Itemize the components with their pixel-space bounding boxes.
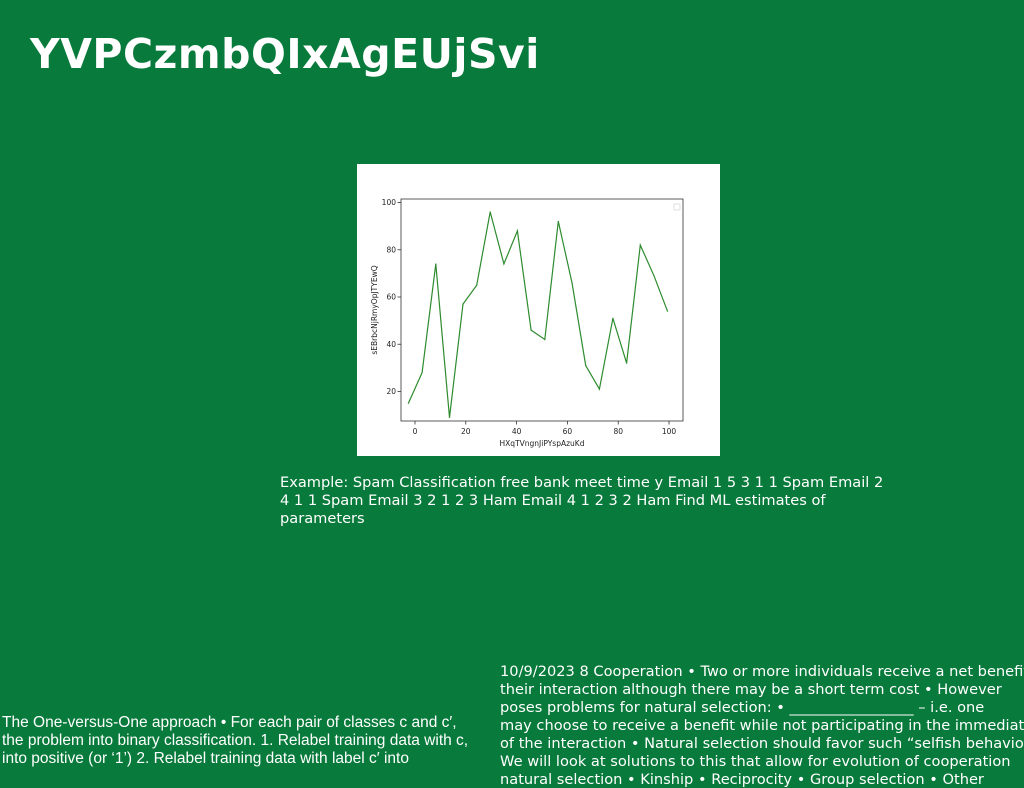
data-point [407, 402, 409, 404]
series-line [407, 211, 669, 418]
x-axis-label: HXqTVngnJiPYspAzuKd [500, 439, 585, 448]
one-vs-one-text: The One-versus-One approach • For each p… [2, 714, 469, 767]
plot-frame [400, 198, 684, 422]
line-chart: 0 20 40 60 80 100 20 40 60 80 100 HXqTVngnJiPYspAzu… [370, 198, 684, 448]
data-point [462, 303, 464, 305]
y-axis-label: sEBrbcNjRmyOpJTYEwQ [370, 265, 379, 354]
data-point [639, 244, 641, 246]
data-point [612, 317, 614, 319]
y-tick-label: 20 [386, 387, 396, 396]
cooperation-line: may choose to receive a benefit while no… [500, 717, 1024, 734]
slide-title: YVPCzmbQIxAgEUjSvi [30, 30, 540, 78]
cooperation-line: 10/9/2023 8 Cooperation • Two or more in… [500, 663, 1024, 680]
cooperation-text: 10/9/2023 8 Cooperation • Two or more in… [500, 663, 1024, 788]
data-point [516, 230, 518, 232]
data-point [585, 364, 587, 367]
cooperation-line: We will look at solutions to this that a… [500, 753, 1011, 770]
data-point [598, 388, 601, 390]
line-chart-figure: 0 20 40 60 80 100 20 40 60 80 100 HXqTVngnJiPYspAzu… [357, 164, 720, 456]
data-point [626, 362, 628, 364]
cooperation-line: of the interaction • Natural selection s… [500, 735, 1024, 752]
data-point [421, 371, 423, 374]
data-point [435, 263, 437, 265]
x-tick-label: 60 [563, 427, 573, 436]
data-point [557, 220, 559, 223]
y-tick-label: 80 [386, 245, 396, 254]
data-point [503, 263, 505, 265]
data-point [489, 211, 491, 213]
cooperation-line: natural selection • Kinship • Reciprocit… [500, 771, 984, 788]
x-tick-label: 100 [662, 427, 677, 436]
data-point [653, 275, 655, 277]
x-tick-label: 40 [512, 427, 522, 436]
example-caption: Example: Spam Classification free bank m… [280, 474, 884, 527]
y-tick-label: 40 [386, 340, 396, 349]
data-point [571, 282, 573, 284]
data-point [544, 338, 546, 341]
data-point [530, 329, 532, 331]
data-point [476, 284, 478, 286]
y-tick-label: 100 [382, 198, 397, 207]
y-tick-label: 60 [386, 293, 396, 302]
x-tick-label: 20 [461, 427, 471, 436]
x-tick-label: 0 [413, 427, 418, 436]
cooperation-line: their interaction although there may be … [500, 681, 1002, 698]
data-point [448, 416, 451, 419]
cooperation-line: poses problems for natural selection: • … [500, 699, 985, 716]
data-point [666, 310, 669, 312]
legend-box [673, 203, 681, 211]
x-tick-label: 80 [613, 427, 623, 436]
